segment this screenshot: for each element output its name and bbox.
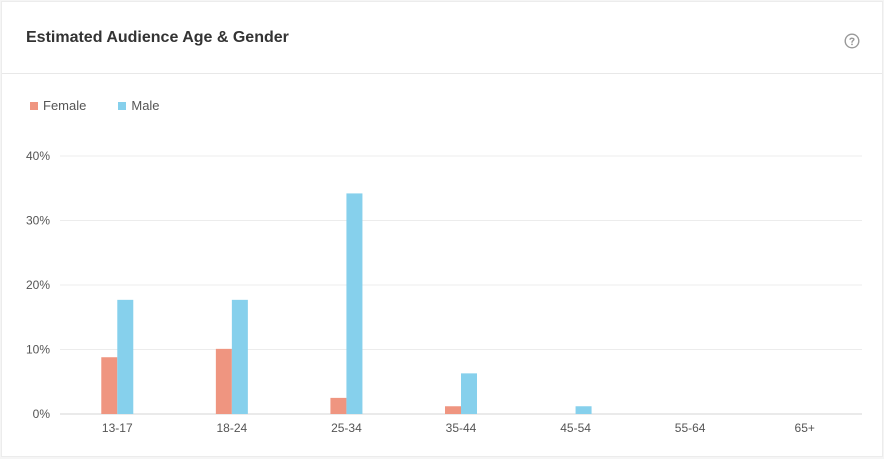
- x-tick-label: 35-44: [446, 421, 477, 435]
- x-tick-label: 25-34: [331, 421, 362, 435]
- bar-female-18-24[interactable]: [215, 348, 232, 414]
- y-tick-label: 10%: [26, 343, 50, 357]
- bar-male-18-24[interactable]: [231, 299, 248, 414]
- x-tick-label: 55-64: [675, 421, 706, 435]
- y-tick-label: 0%: [33, 407, 51, 421]
- legend-item-female[interactable]: Female: [30, 98, 86, 113]
- bar-female-35-44[interactable]: [445, 406, 461, 414]
- bar-male-25-34[interactable]: [346, 193, 363, 414]
- bar-male-13-17[interactable]: [117, 299, 134, 414]
- question-circle-icon[interactable]: [844, 33, 860, 49]
- y-tick-label: 30%: [26, 214, 50, 228]
- y-tick-label: 20%: [26, 278, 50, 292]
- x-tick-label: 13-17: [102, 421, 133, 435]
- x-tick-label: 65+: [795, 421, 815, 435]
- chart-legend: Female Male: [30, 98, 192, 113]
- y-tick-label: 40%: [26, 149, 50, 163]
- x-tick-label: 45-54: [560, 421, 591, 435]
- card-title: Estimated Audience Age & Gender: [26, 29, 289, 46]
- legend-swatch-female: [30, 101, 38, 110]
- bar-male-45-54[interactable]: [575, 406, 592, 414]
- bar-male-35-44[interactable]: [461, 373, 477, 414]
- legend-item-male[interactable]: Male: [118, 98, 160, 113]
- legend-swatch-male: [118, 101, 127, 110]
- bar-female-13-17[interactable]: [101, 357, 118, 414]
- legend-label-male: Male: [131, 98, 160, 113]
- x-tick-label: 18-24: [217, 421, 248, 435]
- bar-female-25-34[interactable]: [330, 397, 347, 414]
- card-header: Estimated Audience Age & Gender: [2, 2, 882, 74]
- legend-label-female: Female: [43, 98, 87, 113]
